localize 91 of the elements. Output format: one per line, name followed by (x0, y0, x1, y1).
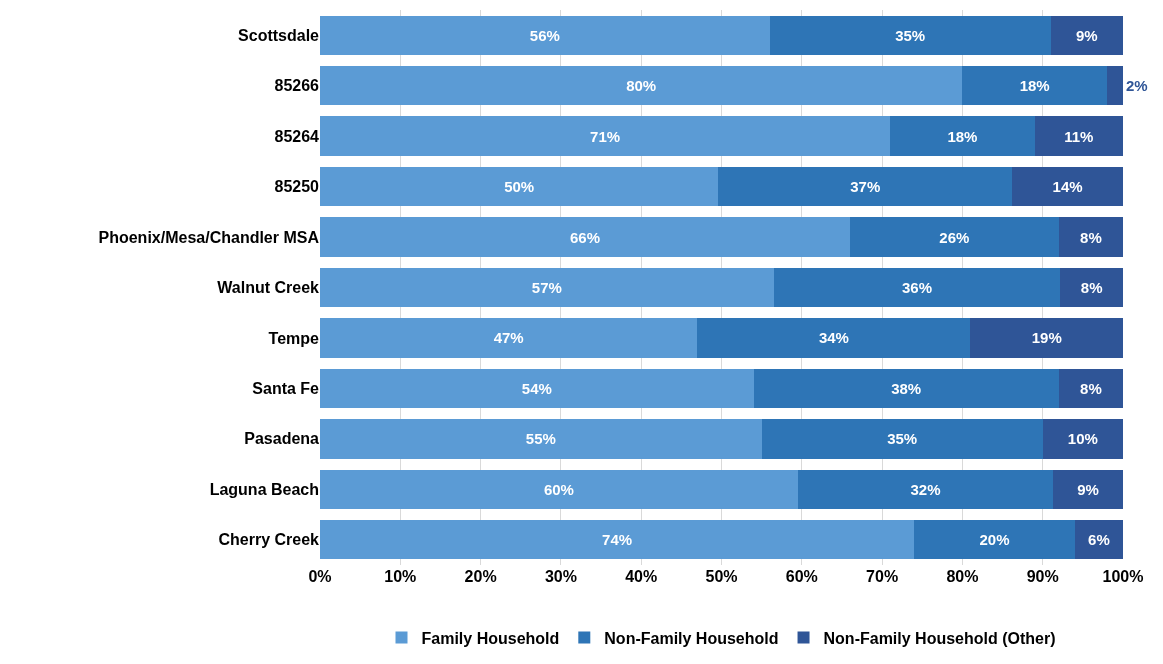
data-label: 35% (895, 26, 926, 44)
data-label: 18% (947, 127, 978, 145)
x-tick-label: 10% (384, 568, 417, 585)
bar (320, 217, 850, 257)
data-label: 10% (1067, 430, 1098, 448)
bar (773, 267, 1061, 308)
data-label: 74% (602, 531, 633, 549)
data-label: 38% (891, 379, 922, 397)
bar (320, 520, 915, 560)
bar (761, 419, 1043, 459)
y-tick-label: Cherry Creek (218, 531, 320, 549)
data-label: 32% (910, 480, 941, 498)
data-label: 6% (1088, 531, 1110, 549)
legend-label: Family Household (421, 629, 560, 647)
data-label: 66% (569, 228, 601, 246)
x-tick-label: 100% (1102, 568, 1144, 585)
bar (1050, 15, 1123, 55)
bar (1053, 469, 1123, 509)
data-label: 55% (525, 430, 556, 448)
bar (320, 318, 698, 358)
data-label: 2% (1126, 77, 1148, 95)
bar (320, 66, 963, 106)
data-label: 56% (529, 26, 560, 44)
data-label: 71% (590, 127, 621, 145)
bar (1034, 116, 1123, 156)
bar (718, 166, 1013, 207)
data-label: 47% (493, 329, 524, 347)
y-tick-label: Walnut Creek (217, 279, 320, 297)
data-label: 18% (1019, 77, 1050, 95)
y-tick-label: Tempe (268, 329, 320, 347)
data-label: 35% (887, 430, 918, 448)
bar (697, 318, 971, 358)
y-tick-label: Pasadena (244, 430, 320, 448)
y-tick-label: Laguna Beach (209, 480, 319, 498)
x-tick-label: 0% (308, 568, 332, 585)
bar (320, 469, 798, 509)
data-label: 9% (1077, 480, 1099, 498)
y-tick-label: Scottsdale (238, 26, 320, 44)
data-label: 19% (1031, 329, 1062, 347)
bar (1060, 267, 1123, 308)
y-tick-label: Phoenix/Mesa/Chandler MSA (98, 228, 320, 246)
data-label: 60% (543, 480, 574, 498)
legend-label: Non-Family Household (604, 629, 779, 647)
bar (797, 469, 1054, 509)
bar (1042, 419, 1123, 459)
data-label: 14% (1052, 178, 1083, 196)
bar (320, 368, 754, 409)
data-label: 8% (1080, 228, 1102, 246)
data-label: 36% (902, 279, 933, 296)
bar (320, 116, 891, 156)
bar (1012, 166, 1123, 207)
data-label: 50% (504, 178, 535, 196)
bar (753, 368, 1059, 409)
data-label: 8% (1080, 279, 1103, 296)
x-tick-label: 20% (464, 568, 497, 585)
bar (1074, 520, 1123, 560)
data-label: 37% (850, 178, 881, 196)
bar (849, 217, 1059, 257)
x-tick-label: 90% (1026, 568, 1059, 585)
y-tick-label: 85264 (274, 127, 320, 145)
data-label: 9% (1076, 26, 1098, 44)
data-label: 20% (979, 531, 1010, 549)
data-label: 80% (626, 77, 657, 95)
bar (320, 166, 719, 207)
y-tick-label: 85266 (274, 77, 320, 95)
x-tick-label: 60% (785, 568, 818, 585)
bar (1106, 66, 1123, 106)
data-label: 8% (1080, 379, 1102, 397)
x-tick-label: 70% (866, 568, 899, 585)
data-label: 34% (818, 329, 849, 347)
y-tick-label: Santa Fe (252, 380, 320, 398)
x-tick-label: 30% (544, 568, 577, 585)
bar (890, 116, 1035, 156)
bar (962, 66, 1107, 106)
legend-label: Non-Family Household (Other) (823, 629, 1056, 647)
data-label: 11% (1064, 127, 1094, 145)
data-label: 54% (521, 379, 552, 397)
y-tick-label: 85250 (274, 178, 320, 196)
x-tick-label: 50% (705, 568, 738, 585)
x-tick-label: 40% (625, 568, 658, 585)
bar (320, 419, 762, 459)
bar (769, 15, 1051, 55)
bar (320, 15, 770, 55)
data-label: 57% (531, 279, 562, 296)
x-tick-label: 80% (946, 568, 979, 585)
bar (320, 267, 774, 308)
bar (970, 318, 1123, 358)
data-label: 26% (939, 228, 970, 246)
bar (1058, 368, 1123, 409)
bar (1058, 217, 1123, 257)
bar (914, 520, 1075, 560)
